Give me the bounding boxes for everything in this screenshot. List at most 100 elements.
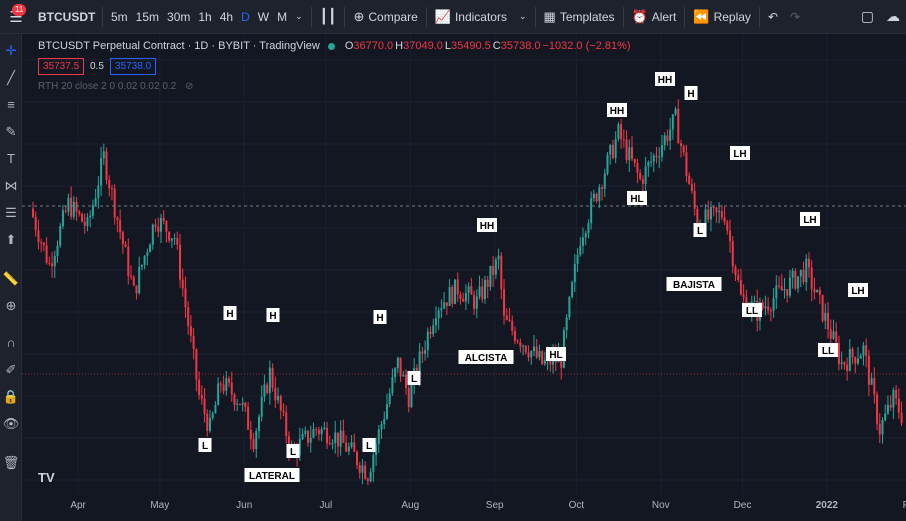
candle-body [818, 289, 821, 295]
candle-body [100, 158, 103, 186]
candle-body [331, 442, 334, 445]
candle-body [315, 429, 318, 431]
candle-body [154, 224, 157, 227]
zoom-icon[interactable]: ⊕ [5, 298, 17, 313]
candle-body [282, 410, 285, 413]
low-label: L [444, 40, 451, 52]
candle-body [37, 230, 40, 243]
interval-w[interactable]: W [257, 9, 270, 24]
swing-label: H [687, 89, 694, 100]
candle-body [786, 289, 789, 296]
redo-button[interactable]: ↷ [784, 0, 806, 34]
interval-1h[interactable]: 1h [198, 9, 212, 24]
month-label: Nov [652, 500, 670, 511]
candle-body [132, 277, 135, 286]
candle-body [617, 124, 620, 140]
interval-d[interactable]: D [241, 9, 250, 24]
month-label: 2022 [816, 500, 839, 511]
candle-body [309, 437, 312, 443]
candle-body [897, 398, 900, 413]
candle-body [720, 211, 723, 218]
candle-body [802, 269, 805, 283]
eye-off-icon[interactable]: ⊘ [185, 81, 194, 92]
swing-label: L [366, 441, 372, 452]
candle-body [108, 180, 111, 189]
candle-body [541, 351, 544, 364]
candle-body [500, 255, 503, 290]
ruler-icon[interactable]: 📏 [2, 271, 20, 286]
candle-body [358, 465, 361, 473]
candle-body [342, 430, 345, 443]
candle-body [832, 331, 835, 339]
menu-button[interactable]: ☰ 11 [0, 0, 32, 34]
text-icon[interactable]: T [7, 151, 15, 166]
lock-icon[interactable]: 🔒 [2, 389, 20, 404]
undo-button[interactable]: ↶ [762, 0, 784, 34]
month-label: Apr [70, 500, 86, 511]
candle-body [851, 348, 854, 358]
swing-label-box [627, 191, 647, 205]
candle-body [513, 330, 516, 342]
alert-button[interactable]: ⏰ Alert [626, 0, 683, 34]
candle-body [70, 197, 73, 217]
fib-icon[interactable]: ☰ [5, 205, 17, 220]
candle-body [75, 201, 78, 212]
candle-body [797, 276, 800, 289]
interval-5m[interactable]: 5m [111, 9, 128, 24]
magnet-icon[interactable]: ∩ [6, 335, 16, 350]
interval-4h[interactable]: 4h [219, 9, 234, 24]
layout-button[interactable]: ▢ [855, 0, 880, 34]
candle-body [603, 173, 606, 189]
candle-body [116, 217, 119, 221]
indicators-button[interactable]: 📈 Indicators ⌄ [429, 0, 533, 34]
swing-label-box [848, 283, 868, 297]
candle-body [140, 264, 143, 267]
candle-body [440, 308, 443, 311]
horizontal-lines-icon[interactable]: ≡ [7, 97, 15, 112]
symbol-search[interactable]: BTCUSDT [38, 9, 96, 24]
eye-icon[interactable]: 👁 [2, 416, 20, 431]
candle-body [856, 358, 859, 364]
swing-label-box [684, 86, 698, 100]
grid-icon: ▦ [543, 8, 556, 24]
crosshair-icon[interactable]: ✛ [5, 43, 17, 58]
compare-button[interactable]: ⊕ Compare [347, 0, 423, 34]
high-value: 37049.0 [403, 40, 443, 52]
interval-m[interactable]: M [277, 9, 288, 24]
chart-type-button[interactable]: ┃┃ [314, 0, 343, 34]
candle-body [347, 446, 350, 452]
chevron-down-icon[interactable]: ⌄ [295, 11, 303, 21]
candle-body [475, 296, 478, 309]
chart-legend: BTCUSDT Perpetual Contract · 1D · BYBIT … [38, 40, 633, 52]
candle-body [421, 351, 424, 354]
bid-price[interactable]: 35737.5 [38, 58, 85, 75]
templates-button[interactable]: ▦ Templates [538, 0, 621, 34]
trend-line-icon[interactable]: ╱ [7, 70, 15, 85]
candle-body [895, 389, 898, 399]
undo-icon: ↶ [767, 9, 778, 24]
arrow-up-icon[interactable]: ⬆ [5, 232, 17, 247]
candle-body [83, 221, 86, 226]
candle-body [704, 209, 707, 232]
candle-body [837, 342, 840, 364]
month-label: Feb [903, 500, 906, 511]
candle-body [522, 345, 525, 347]
interval-15m[interactable]: 15m [135, 9, 160, 24]
candle-body [407, 388, 410, 408]
swing-label-box [373, 310, 387, 324]
brush-icon[interactable]: ✎ [5, 124, 17, 139]
interval-30m[interactable]: 30m [167, 9, 191, 24]
candle-body [505, 315, 508, 320]
replay-button[interactable]: ⏪ Replay [687, 0, 757, 34]
candle-body [878, 423, 881, 435]
candle-body [405, 374, 408, 389]
cloud-button[interactable]: ☁ [880, 0, 906, 34]
candle-body [707, 209, 710, 220]
candle-body [873, 378, 876, 395]
pattern-icon[interactable]: ⋈ [4, 178, 18, 193]
ask-price[interactable]: 35738.0 [110, 58, 157, 75]
candle-body [524, 345, 527, 353]
pencil-lock-icon[interactable]: ✐ [5, 362, 17, 377]
trash-icon[interactable]: 🗑 [2, 455, 20, 470]
